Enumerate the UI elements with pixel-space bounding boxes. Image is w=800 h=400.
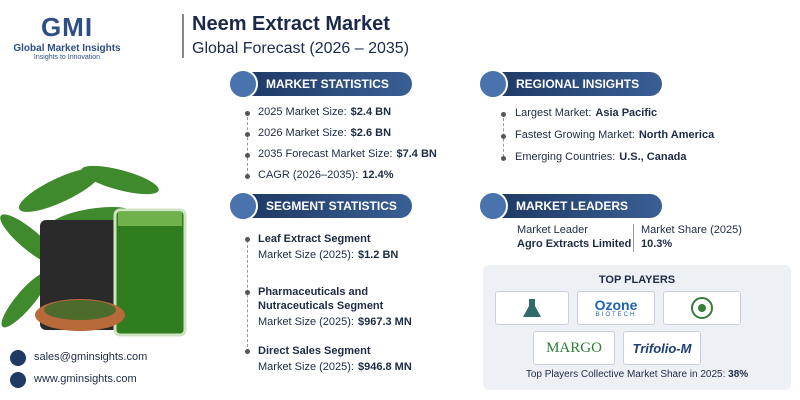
player-logo: [663, 291, 741, 325]
section-heading: REGIONAL INSIGHTS: [478, 69, 662, 99]
stat-value: $7.4 BN: [396, 148, 437, 160]
logo-text: BIOTECH: [595, 312, 637, 318]
heading-text: SEGMENT STATISTICS: [266, 199, 397, 213]
stat-label: CAGR (2026–2035):: [258, 169, 359, 181]
heading-text: REGIONAL INSIGHTS: [516, 77, 640, 91]
segment-name: Leaf Extract Segment: [258, 233, 371, 245]
footer-value: 38%: [728, 369, 749, 380]
segment-label: Market Size (2025):: [258, 316, 354, 328]
stat-item: 2035 Forecast Market Size: $7.4 BN: [258, 148, 437, 160]
share-value: 10.3%: [641, 238, 673, 250]
section-heading: MARKET STATISTICS: [228, 69, 412, 99]
logo-text: Trifolio-M: [632, 340, 692, 356]
stat-value: $2.6 BN: [350, 127, 392, 139]
bullet: [245, 132, 250, 137]
logo-text: MARGO: [546, 339, 602, 356]
stat-item: CAGR (2026–2035): 12.4%: [258, 169, 393, 181]
top-players-footer: Top Players Collective Market Share in 2…: [483, 369, 791, 380]
leader-name: Agro Extracts Limited: [517, 238, 632, 250]
section-heading: MARKET LEADERS: [478, 191, 662, 221]
segment-value: $946.8 MN: [357, 361, 412, 373]
stat-item: 2026 Market Size: $2.6 BN: [258, 127, 391, 139]
stat-label: 2035 Forecast Market Size:: [258, 148, 393, 160]
top-players-heading: TOP PLAYERS: [598, 274, 676, 286]
email: sales@gminsights.com: [34, 351, 148, 363]
logo-name: Global Market Insights: [13, 43, 121, 54]
bullet: [501, 112, 506, 117]
bullet: [245, 237, 250, 242]
logo-tagline: Insights to Innovation: [33, 54, 101, 61]
segment-label: Market Size (2025):: [258, 361, 354, 373]
bullet: [501, 156, 506, 161]
segment-value: $967.3 MN: [357, 316, 412, 328]
email-icon: [10, 350, 26, 366]
stat-label: 2025 Market Size:: [258, 106, 347, 118]
stat-item: Largest Market: Asia Pacific: [515, 107, 657, 119]
logo-text: Ozone: [594, 297, 638, 313]
emblem-icon: [691, 297, 713, 319]
player-logo: MARGO: [533, 331, 615, 365]
stat-label: Emerging Countries:: [515, 151, 616, 163]
bullet: [245, 153, 250, 158]
bullet: [245, 349, 250, 354]
timeline: [247, 112, 248, 176]
bullet: [245, 111, 250, 116]
segment-value: $1.2 BN: [357, 249, 399, 261]
player-logo: [495, 291, 569, 325]
stat-item: 2025 Market Size: $2.4 BN: [258, 106, 391, 118]
stat-item: Emerging Countries: U.S., Canada: [515, 151, 687, 163]
heading-text: MARKET STATISTICS: [266, 77, 389, 91]
heading-text: MARKET LEADERS: [516, 199, 629, 213]
contact-panel: sales@gminsights.com www.gminsights.com: [0, 342, 230, 400]
segment-value-row: Market Size (2025): $967.3 MN: [258, 316, 412, 328]
player-logo: Ozone BIOTECH: [577, 291, 655, 325]
footer-label: Top Players Collective Market Share in 2…: [525, 369, 726, 380]
segment-label: Market Size (2025):: [258, 249, 354, 261]
stat-label: Fastest Growing Market:: [515, 129, 635, 141]
top-players-panel: TOP PLAYERS Ozone BIOTECH MARGO Trifolio…: [483, 265, 791, 390]
stat-label: 2026 Market Size:: [258, 127, 347, 139]
section-heading: SEGMENT STATISTICS: [228, 191, 412, 221]
bullet: [501, 134, 506, 139]
stat-value: $2.4 BN: [350, 106, 392, 118]
timeline: [247, 240, 248, 352]
flask-icon: [523, 299, 541, 317]
leader-label: Market Leader: [517, 224, 588, 236]
web-icon: [10, 372, 26, 388]
stat-value: 12.4%: [362, 169, 394, 181]
stat-value: U.S., Canada: [619, 151, 687, 163]
stat-label: Largest Market:: [515, 107, 592, 119]
bullet: [245, 290, 250, 295]
stat-value: Asia Pacific: [595, 107, 658, 119]
logo: GMI Global Market Insights Insights to I…: [12, 12, 122, 61]
segment-value-row: Market Size (2025): $1.2 BN: [258, 249, 398, 261]
website: www.gminsights.com: [34, 373, 137, 385]
illustration: [0, 165, 187, 337]
stat-value: North America: [638, 129, 715, 141]
segment-value-row: Market Size (2025): $946.8 MN: [258, 361, 412, 373]
title: Neem Extract Market: [192, 13, 390, 35]
divider: [633, 224, 634, 252]
player-logo: Trifolio-M: [623, 331, 701, 365]
share-label: Market Share (2025): [641, 224, 742, 236]
bullet: [245, 174, 250, 179]
header-divider: [182, 14, 184, 58]
stat-item: Fastest Growing Market: North America: [515, 129, 714, 141]
segment-name: Direct Sales Segment: [258, 345, 371, 357]
subtitle: Global Forecast (2026 – 2035): [192, 40, 410, 57]
segment-name: Pharmaceuticals and Nutraceuticals Segme…: [258, 286, 384, 312]
logo-mark: GMI: [40, 12, 94, 42]
